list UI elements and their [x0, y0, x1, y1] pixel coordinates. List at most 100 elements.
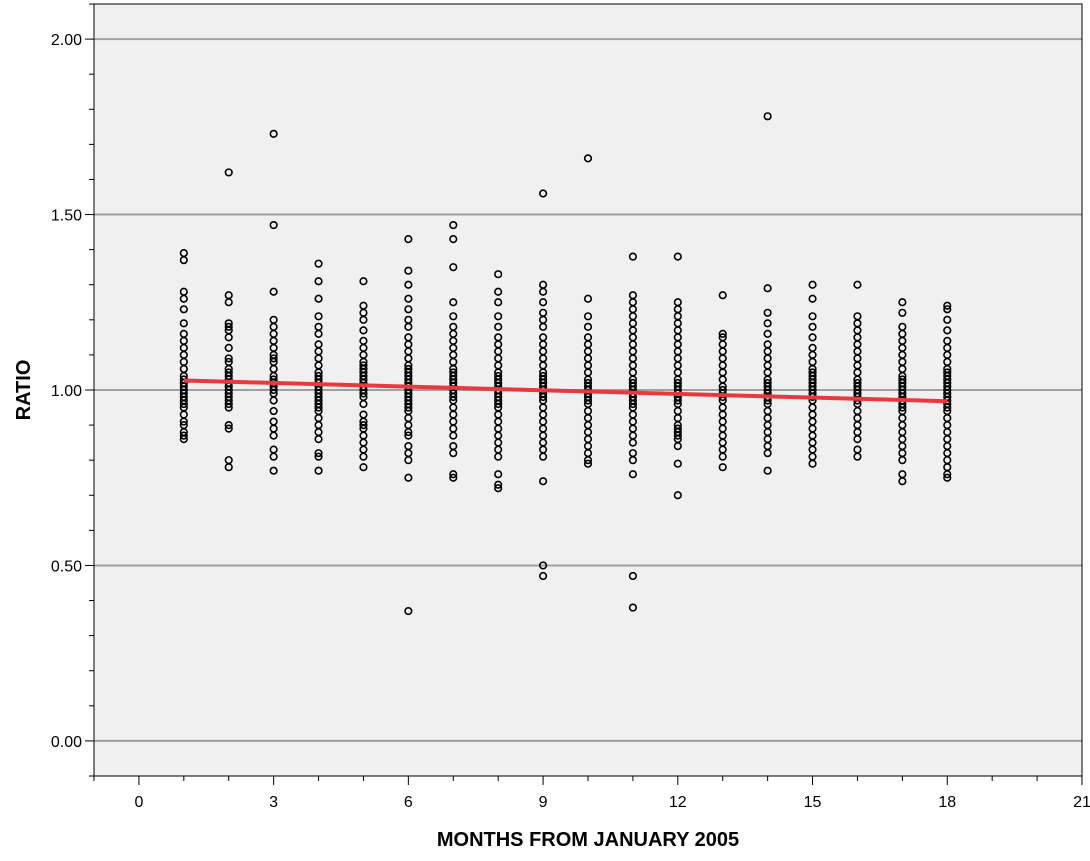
data-point — [179, 329, 188, 338]
data-point — [359, 326, 368, 335]
data-point — [494, 322, 503, 331]
data-point — [673, 459, 682, 468]
data-point — [179, 319, 188, 328]
data-point — [673, 424, 682, 433]
data-point — [494, 333, 503, 342]
data-point — [808, 368, 817, 377]
data-point — [314, 452, 323, 461]
data-point — [943, 473, 952, 482]
fit-line-layer — [183, 378, 948, 404]
y-axis-title: RATIO — [13, 360, 35, 421]
data-point — [224, 357, 233, 367]
data-point — [538, 561, 548, 570]
x-axis: 0 3 6 9 12 15 18 21 — [93, 776, 1090, 811]
data-point — [718, 329, 727, 338]
x-tick-label: 0 — [134, 794, 143, 811]
data-point — [494, 470, 503, 479]
data-point — [404, 294, 413, 303]
data-point — [808, 280, 817, 289]
x-tick-label: 6 — [404, 794, 413, 811]
data-point — [538, 571, 548, 581]
data-point — [404, 606, 413, 616]
data-point — [269, 406, 278, 416]
data-point — [583, 333, 593, 342]
data-point — [718, 333, 727, 342]
x-tick-label: 18 — [938, 794, 956, 811]
data-point — [898, 375, 907, 384]
data-point — [763, 319, 772, 328]
data-point — [853, 280, 862, 289]
data-point — [494, 270, 503, 279]
data-point — [359, 463, 368, 472]
data-point — [538, 280, 548, 289]
data-point — [359, 301, 368, 310]
data-point — [628, 470, 638, 479]
data-point — [314, 340, 323, 349]
data-point — [359, 410, 368, 419]
data-point — [449, 470, 458, 479]
data-point — [359, 420, 368, 430]
data-point — [943, 336, 952, 345]
data-point — [628, 291, 638, 300]
y-tick-label: 0.50 — [51, 558, 82, 575]
data-point — [449, 322, 458, 331]
y-tick-label: 2.00 — [51, 32, 82, 49]
data-point — [808, 333, 817, 342]
x-tick-label: 15 — [804, 794, 822, 811]
data-point — [628, 603, 638, 612]
data-point — [314, 294, 323, 303]
data-point — [179, 305, 188, 314]
data-point — [224, 368, 233, 377]
data-point — [359, 277, 368, 286]
data-point — [314, 259, 323, 268]
data-point — [269, 315, 278, 324]
data-point — [628, 252, 638, 261]
data-point — [314, 312, 323, 321]
data-point — [494, 371, 503, 381]
data-point — [628, 449, 638, 458]
data-point — [269, 287, 278, 296]
data-point — [538, 298, 548, 307]
data-point — [943, 301, 952, 310]
data-point — [673, 491, 682, 500]
data-point — [494, 480, 503, 489]
data-point — [314, 466, 323, 475]
data-point — [898, 298, 907, 307]
data-point — [673, 252, 682, 261]
data-point — [853, 312, 862, 321]
data-point — [224, 456, 233, 465]
data-point — [449, 235, 458, 244]
data-point — [808, 312, 817, 321]
data-point — [449, 298, 458, 307]
data-point — [404, 473, 413, 482]
x-tick-label: 9 — [539, 794, 548, 811]
y-axis: 0.00 0.50 1.00 1.50 2.00 — [51, 3, 94, 777]
data-point — [449, 220, 458, 230]
data-point — [314, 371, 323, 381]
data-point — [763, 284, 772, 293]
y-tick-label: 1.50 — [51, 208, 82, 225]
data-point — [224, 343, 233, 352]
data-point — [898, 322, 907, 331]
data-point — [449, 473, 458, 482]
data-point — [943, 315, 952, 324]
data-point — [359, 336, 368, 345]
y-tick-label: 1.00 — [51, 383, 82, 400]
data-point — [494, 298, 503, 307]
data-point — [224, 291, 233, 300]
data-point — [718, 291, 727, 300]
data-point — [763, 329, 772, 338]
data-point — [404, 266, 413, 275]
x-tick-label: 12 — [669, 794, 687, 811]
data-point — [314, 449, 323, 458]
data-point — [583, 312, 593, 321]
data-point — [583, 459, 593, 468]
data-point — [179, 420, 188, 430]
data-point — [359, 361, 368, 370]
data-point — [494, 287, 503, 296]
data-point — [404, 315, 413, 324]
data-point — [898, 470, 907, 479]
data-point — [808, 322, 817, 331]
data-point — [449, 442, 458, 451]
